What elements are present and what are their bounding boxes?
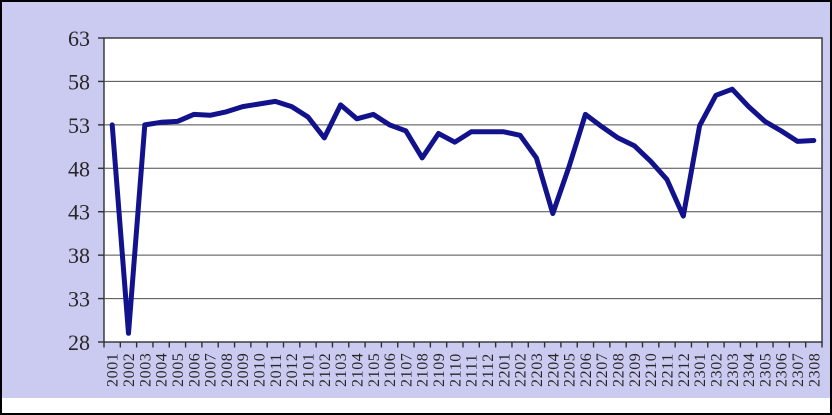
y-axis-label: 28 [68, 330, 90, 355]
x-axis-label: 2201 [496, 353, 513, 387]
y-axis-label: 63 [68, 26, 90, 51]
x-axis-label: 2010 [252, 353, 269, 387]
pmi-series-line [109, 86, 817, 336]
x-axis-label: 2307 [790, 353, 807, 387]
x-axis-label: 2012 [284, 353, 301, 387]
x-axis-label: 2104 [349, 353, 366, 387]
x-axis-label: 2304 [741, 353, 758, 387]
x-axis-label: 2204 [545, 353, 562, 387]
x-axis-label: 2003 [137, 353, 154, 387]
x-axis-label: 2109 [431, 353, 448, 387]
x-axis-label: 2302 [708, 353, 725, 387]
x-axis-label: 2105 [366, 353, 383, 387]
y-axis-label: 58 [68, 69, 90, 94]
x-axis-label: 2005 [170, 353, 187, 387]
x-axis-label: 2210 [643, 353, 660, 387]
x-axis-label: 2101 [300, 353, 317, 387]
x-axis-label: 2108 [415, 353, 432, 387]
x-axis-label: 2308 [806, 353, 823, 387]
x-axis-label: 2303 [725, 353, 742, 387]
x-axis-label: 2110 [447, 353, 464, 387]
y-axis-label: 38 [68, 243, 90, 268]
x-axis-label: 2208 [611, 353, 628, 387]
x-axis-label: 2111 [464, 354, 481, 387]
x-axis-label: 2103 [333, 353, 350, 387]
x-axis-label: 2102 [317, 353, 334, 387]
x-axis-label: 2004 [154, 353, 171, 387]
x-axis-label: 2206 [578, 353, 595, 387]
plot-area [103, 37, 823, 343]
x-axis-label: 2203 [529, 353, 546, 387]
x-axis-label: 2011 [268, 353, 285, 387]
x-axis-label: 2107 [398, 353, 415, 387]
x-axis-label: 2205 [562, 353, 579, 387]
x-axis-label: 2202 [513, 353, 530, 387]
x-axis-label: 2112 [480, 353, 497, 387]
x-axis-label: 2009 [235, 353, 252, 387]
y-axis-label: 48 [68, 156, 90, 181]
x-axis-label: 2106 [382, 353, 399, 387]
y-axis-label: 53 [68, 113, 90, 138]
x-axis-label: 2211 [659, 353, 676, 387]
x-axis-label: 2207 [594, 353, 611, 387]
x-axis-label: 2006 [186, 353, 203, 387]
y-axis-label: 33 [68, 287, 90, 312]
x-axis-label: 2306 [774, 353, 791, 387]
x-axis-label: 2305 [757, 353, 774, 387]
x-axis-label: 2001 [105, 353, 122, 387]
x-axis-label: 2301 [692, 353, 709, 387]
x-axis-label: 2007 [203, 353, 220, 387]
x-axis-label: 2008 [219, 353, 236, 387]
x-axis-label: 2002 [121, 353, 138, 387]
x-axis-label: 2209 [627, 353, 644, 387]
x-axis-label: 2212 [676, 353, 693, 387]
y-axis-label: 43 [68, 200, 90, 225]
